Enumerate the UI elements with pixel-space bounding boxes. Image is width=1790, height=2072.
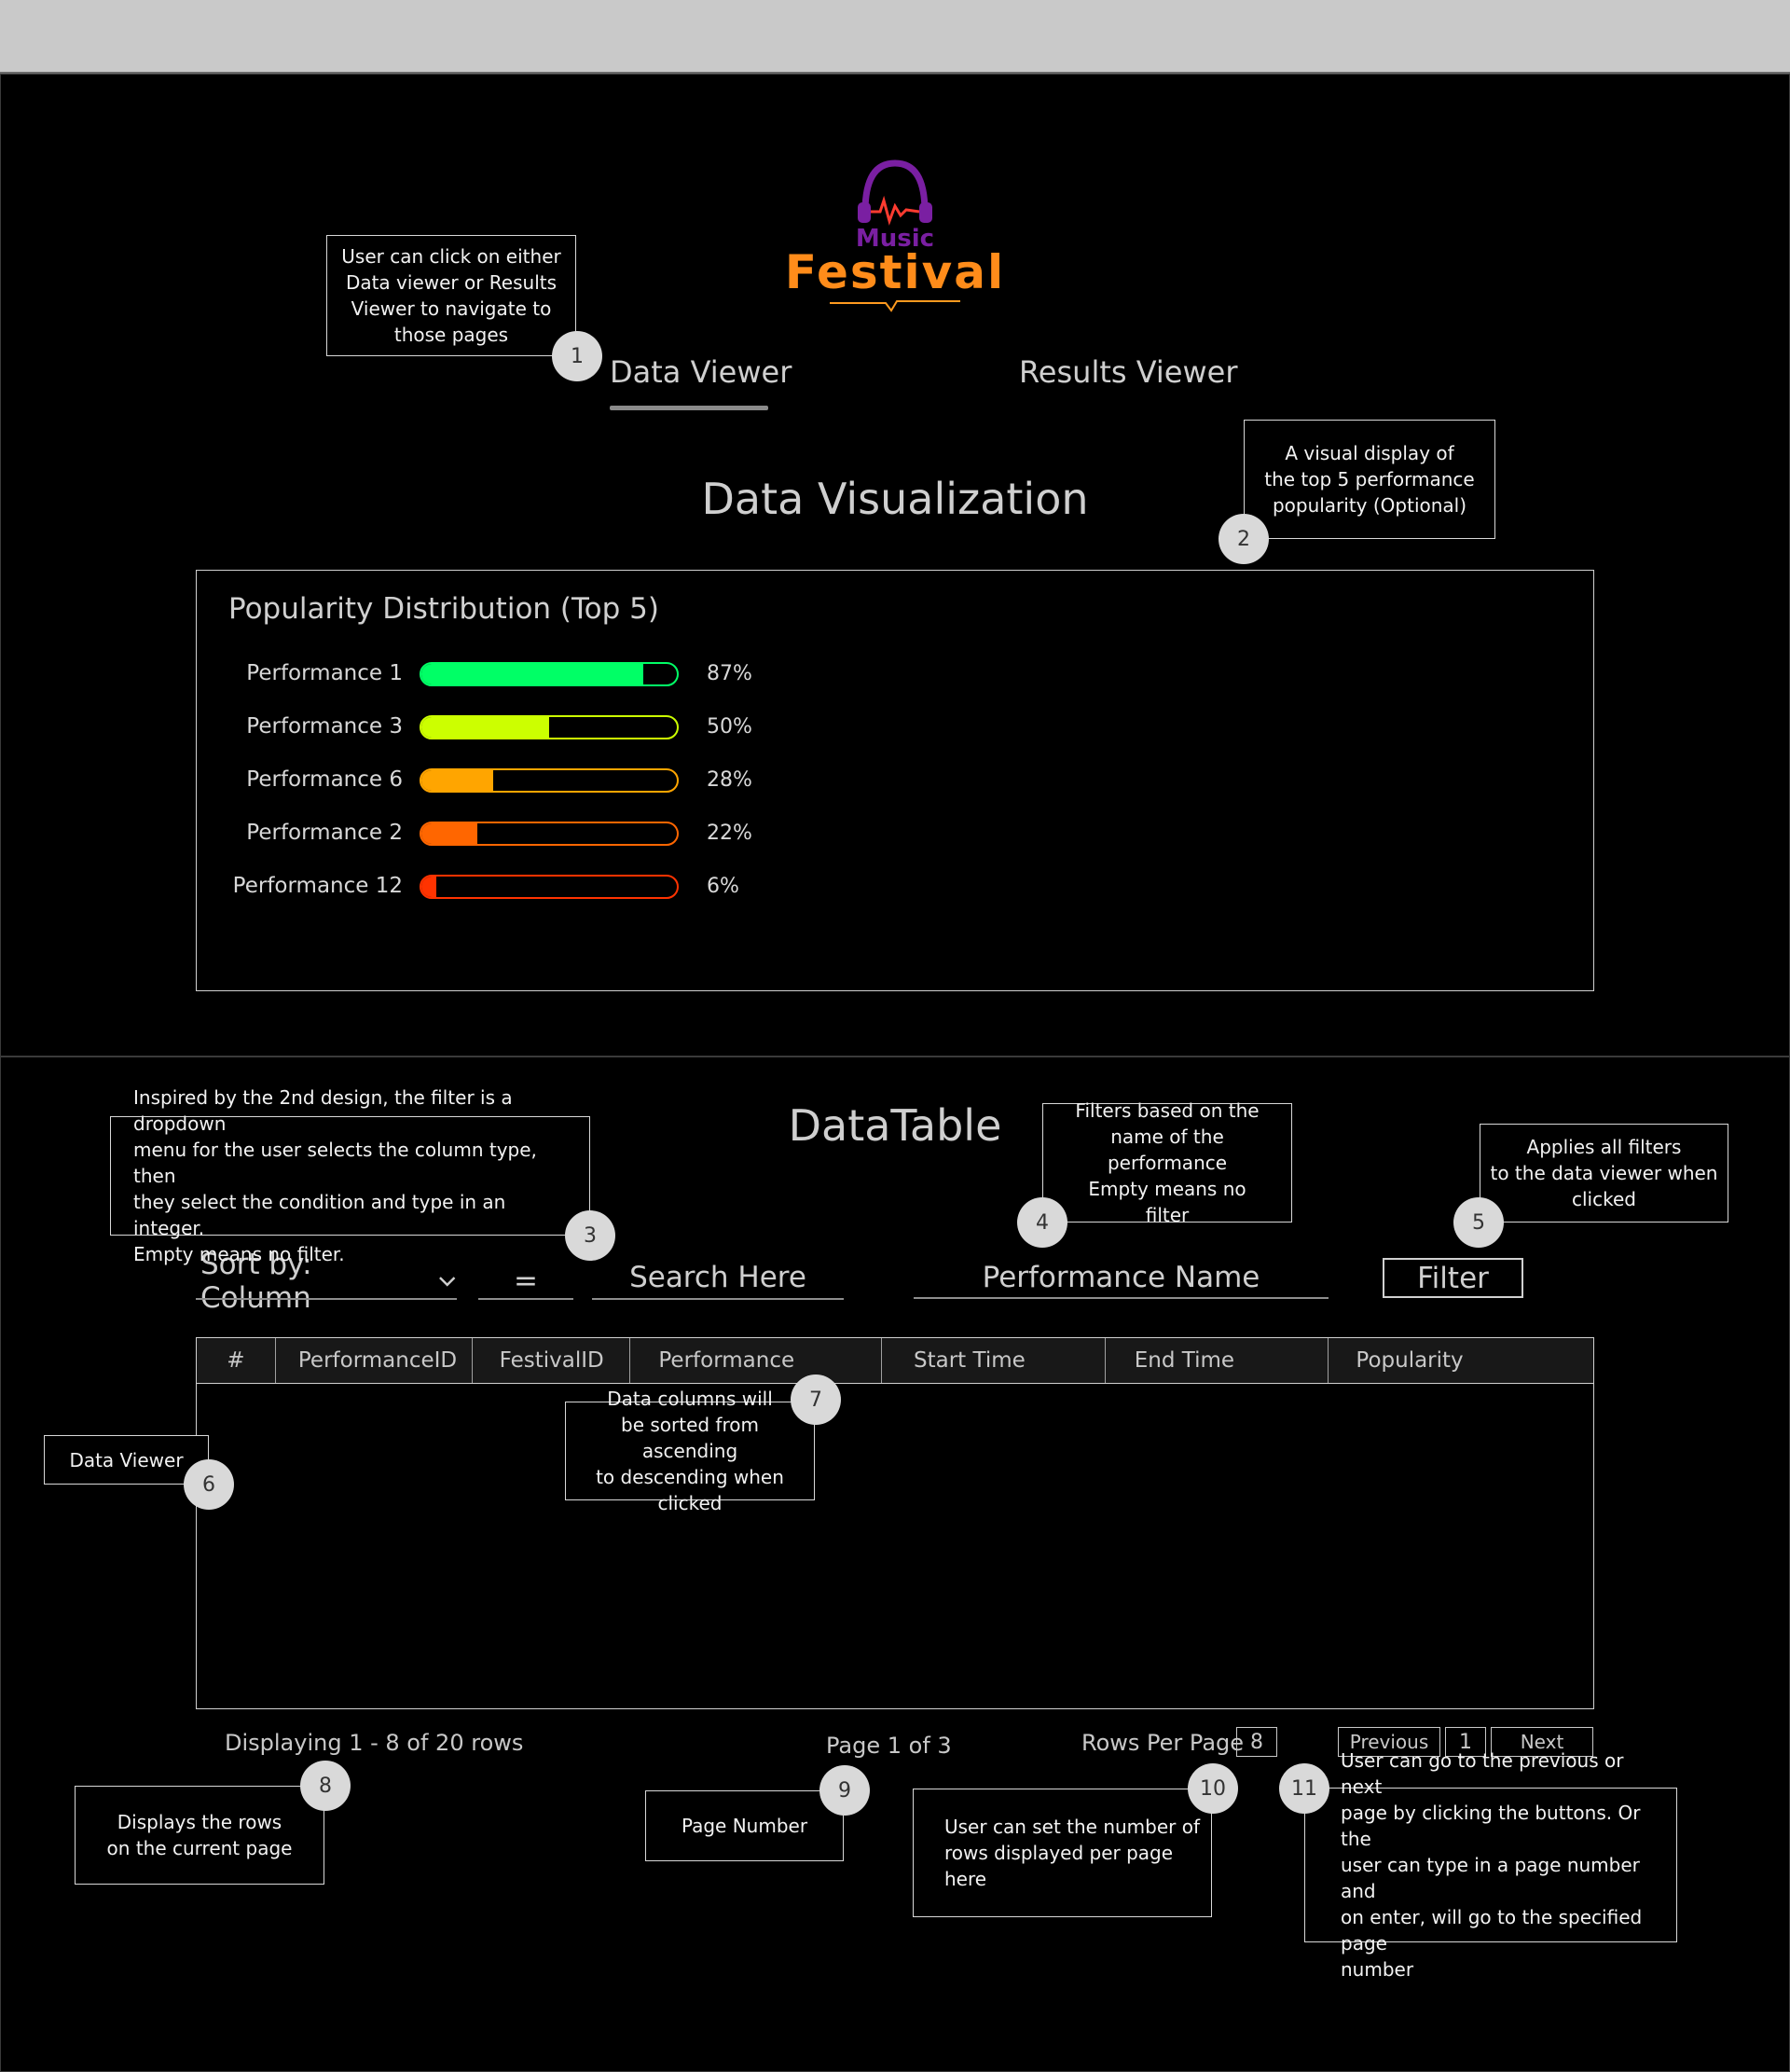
chevron-down-icon	[438, 1277, 455, 1287]
annotation-note-6: Data Viewer	[44, 1435, 209, 1485]
annotation-note-4: Filters based on the name of the perform…	[1042, 1099, 1292, 1226]
bar-track	[420, 875, 679, 899]
bar-label: Performance 1	[246, 661, 403, 685]
bar-label: Performance 2	[246, 821, 403, 845]
column-header-performance-id[interactable]: PerformanceID	[276, 1338, 473, 1383]
active-tab-underline	[610, 406, 768, 410]
annotation-badge-2: 2	[1219, 514, 1269, 564]
annotation-note-2: A visual display of the top 5 performanc…	[1244, 420, 1495, 539]
annotation-badge-1: 1	[552, 331, 602, 381]
annotation-note-5: Applies all filters to the data viewer w…	[1480, 1124, 1728, 1222]
annotation-badge-6: 6	[184, 1459, 234, 1510]
performance-name-underline	[914, 1297, 1329, 1299]
bar-fill	[421, 823, 478, 844]
logo-top-word: Music	[855, 225, 935, 253]
performance-name-input[interactable]: Performance Name	[982, 1261, 1260, 1294]
tab-data-viewer[interactable]: Data Viewer	[610, 354, 792, 390]
column-header-popularity[interactable]: Popularity	[1356, 1348, 1464, 1373]
popularity-chart	[196, 570, 1594, 991]
chart-title: Popularity Distribution (Top 5)	[228, 592, 659, 626]
annotation-note-11: User can go to the previous or next page…	[1304, 1749, 1677, 1981]
bar-value-label: 28%	[707, 768, 752, 792]
column-header-end-time[interactable]: End Time	[1106, 1338, 1329, 1383]
annotation-note-3: Inspired by the 2nd design, the filter i…	[110, 1086, 590, 1265]
bar-track	[420, 822, 679, 846]
search-underline	[592, 1298, 844, 1300]
table-header: # PerformanceID FestivalID Performance S…	[196, 1337, 1594, 1384]
bar-label: Performance 6	[246, 767, 403, 792]
data-table[interactable]	[196, 1337, 1594, 1709]
bar-track	[420, 662, 679, 686]
condition-underline	[478, 1298, 573, 1300]
rows-display-status: Displaying 1 - 8 of 20 rows	[225, 1730, 524, 1756]
column-header-performance[interactable]: Performance	[630, 1338, 883, 1383]
rows-per-page-input[interactable]: 8	[1236, 1727, 1277, 1757]
page-number: Page 1 of 3	[826, 1733, 952, 1759]
annotation-note-10: User can set the number of rows displaye…	[913, 1789, 1212, 1917]
bar-fill	[421, 664, 644, 684]
search-input[interactable]: Search Here	[629, 1261, 806, 1294]
bar-track	[420, 768, 679, 793]
annotation-badge-3: 3	[565, 1210, 615, 1261]
bar-fill	[421, 877, 437, 897]
annotation-badge-7: 7	[791, 1374, 841, 1425]
annotation-badge-9: 9	[819, 1765, 870, 1816]
condition-selector[interactable]: =	[514, 1264, 538, 1298]
bar-value-label: 87%	[707, 662, 752, 685]
previous-button[interactable]: Previous	[1338, 1727, 1440, 1757]
visualization-title: Data Visualization	[701, 474, 1089, 524]
datatable-title: DataTable	[788, 1100, 1002, 1151]
sort-underline	[196, 1298, 457, 1300]
column-header-start-time[interactable]: Start Time	[882, 1338, 1106, 1383]
bar-track	[420, 715, 679, 739]
bar-value-label: 6%	[707, 875, 739, 898]
bar-fill	[421, 717, 549, 738]
annotation-badge-8: 8	[300, 1761, 351, 1811]
annotation-badge-4: 4	[1017, 1197, 1067, 1248]
annotation-note-8: Displays the rows on the current page	[75, 1786, 324, 1885]
tab-results-viewer[interactable]: Results Viewer	[1019, 354, 1238, 390]
annotation-badge-5: 5	[1453, 1197, 1504, 1248]
annotation-note-9: Page Number	[645, 1790, 844, 1861]
bar-label: Performance 3	[246, 714, 403, 739]
annotation-note-7: Data columns will be sorted from ascendi…	[565, 1388, 815, 1514]
logo-bottom-word: Festival	[784, 245, 1006, 299]
bar-label: Performance 12	[232, 874, 403, 898]
bar-value-label: 22%	[707, 822, 752, 845]
window-title-bar	[0, 0, 1790, 74]
headphones-icon	[830, 159, 960, 312]
page-input[interactable]: 1	[1445, 1727, 1486, 1757]
annotation-badge-11: 11	[1279, 1763, 1329, 1814]
column-header-number[interactable]: #	[197, 1338, 276, 1383]
annotation-note-1: User can click on either Data viewer or …	[326, 235, 576, 356]
annotation-badge-10: 10	[1188, 1763, 1238, 1814]
next-button[interactable]: Next	[1491, 1727, 1593, 1757]
festival-logo: Music Festival	[783, 154, 1007, 317]
rows-per-page-label: Rows Per Page	[1081, 1730, 1245, 1756]
filter-button[interactable]: Filter	[1383, 1258, 1523, 1298]
column-header-festival-id[interactable]: FestivalID	[473, 1338, 631, 1383]
bar-value-label: 50%	[707, 715, 752, 739]
bar-fill	[421, 770, 493, 791]
